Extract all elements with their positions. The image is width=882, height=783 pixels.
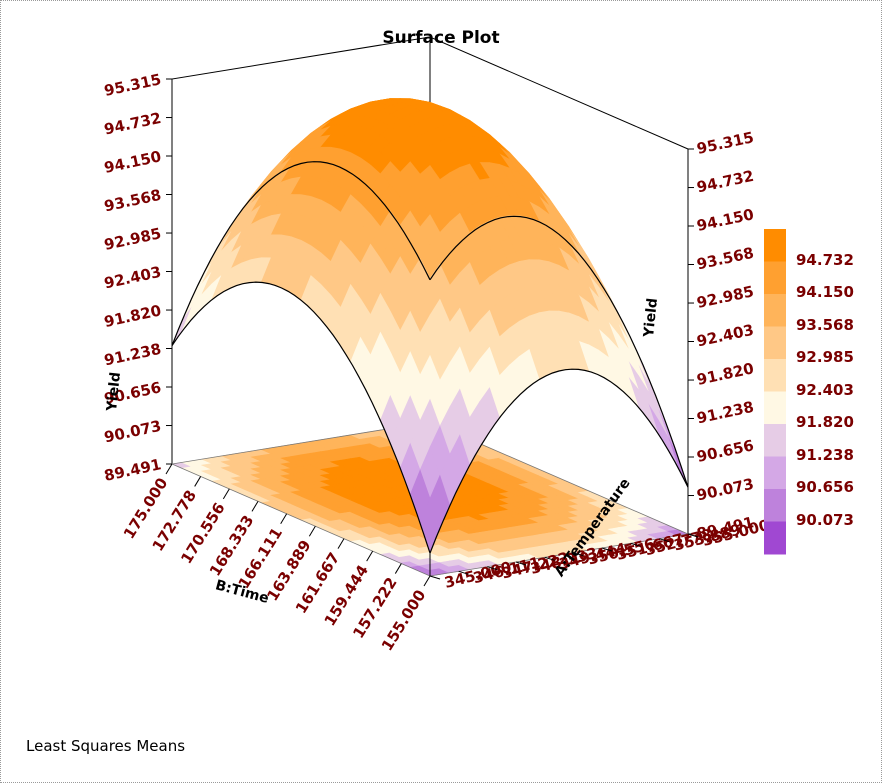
temperature-tick-mark — [429, 575, 441, 580]
legend-swatch — [764, 294, 786, 327]
z-axis-title-left: Yield — [104, 371, 124, 413]
z-tick-label-right: 93.568 — [695, 244, 755, 274]
temperature-tick-mark — [544, 556, 555, 561]
legend-swatch — [764, 326, 786, 360]
surface-cell — [171, 306, 193, 346]
time-tick-mark — [308, 525, 316, 537]
footer-label: Least Squares Means — [26, 737, 186, 755]
legend-swatch — [764, 229, 786, 262]
z-tick-label-left: 92.403 — [102, 263, 162, 293]
z-tick-label-left: 90.073 — [102, 417, 162, 447]
legend-label: 91.820 — [796, 413, 854, 431]
z-tick-label-right: 91.820 — [695, 359, 755, 389]
surface-edge-left — [171, 161, 431, 346]
legend-swatch — [764, 424, 786, 457]
z-tick-label-right: 94.732 — [695, 167, 755, 197]
legend-label: 94.732 — [796, 250, 854, 269]
legend-swatch — [764, 521, 786, 555]
z-tick-label-left: 94.150 — [102, 147, 162, 177]
time-tick-mark — [194, 476, 202, 487]
temperature-tick-mark — [458, 570, 469, 575]
z-tick-label-left: 92.985 — [102, 224, 162, 254]
z-tick-label-right: 92.985 — [695, 282, 755, 312]
z-tick-label-left: 91.820 — [102, 301, 162, 331]
temperature-tick-mark — [659, 538, 670, 543]
temperature-tick-mark — [687, 533, 699, 538]
chart-title: Surface Plot — [382, 28, 500, 48]
z-tick-label-right: 91.238 — [695, 398, 755, 428]
legend-swatch — [764, 391, 786, 425]
time-tick-mark — [222, 488, 230, 500]
temperature-tick-mark — [601, 547, 613, 552]
surface-edge-front-right — [429, 368, 689, 554]
legend-label: 94.150 — [796, 283, 854, 301]
z-tick-label-right: 95.315 — [695, 128, 755, 158]
z-tick-label-left: 93.568 — [102, 186, 162, 216]
time-tick-mark — [394, 563, 402, 574]
legend-swatch — [764, 261, 786, 295]
time-tick-mark — [423, 575, 431, 587]
z-tick-label-left: 94.732 — [102, 109, 162, 139]
time-tick-mark — [337, 538, 345, 549]
legend-colorbar — [764, 229, 786, 555]
legend-swatch — [764, 456, 786, 490]
temperature-tick-mark — [630, 542, 641, 547]
legend-label: 90.073 — [796, 510, 854, 529]
surface-edge-back — [429, 215, 689, 488]
time-tick-mark — [165, 463, 173, 475]
z-tick-label-left: 91.238 — [102, 340, 162, 370]
legend-label: 91.238 — [796, 445, 854, 464]
z-tick-label-right: 92.403 — [695, 321, 755, 351]
surface-edge-front-left — [171, 281, 431, 554]
legend-label: 93.568 — [796, 315, 854, 334]
temperature-tick-mark — [515, 561, 527, 566]
z-tick-label-right: 94.150 — [695, 205, 755, 235]
time-tick-mark — [280, 513, 288, 525]
surface-cell — [657, 419, 679, 468]
time-tick-mark — [366, 550, 374, 562]
legend-label: 90.656 — [796, 478, 854, 496]
z-tick-label-right: 90.656 — [695, 436, 755, 466]
time-tick-mark — [251, 501, 259, 512]
z-tick-label-left: 95.315 — [102, 70, 162, 100]
legend-swatch — [764, 489, 786, 522]
legend-label: 92.985 — [796, 348, 854, 366]
z-tick-label-right: 90.073 — [695, 475, 755, 505]
legend-swatch — [764, 359, 786, 392]
z-axis-title-right: Yield — [641, 297, 661, 339]
temperature-tick-mark — [487, 566, 498, 571]
legend-label: 92.403 — [796, 380, 854, 399]
temperature-tick-mark — [573, 552, 584, 557]
